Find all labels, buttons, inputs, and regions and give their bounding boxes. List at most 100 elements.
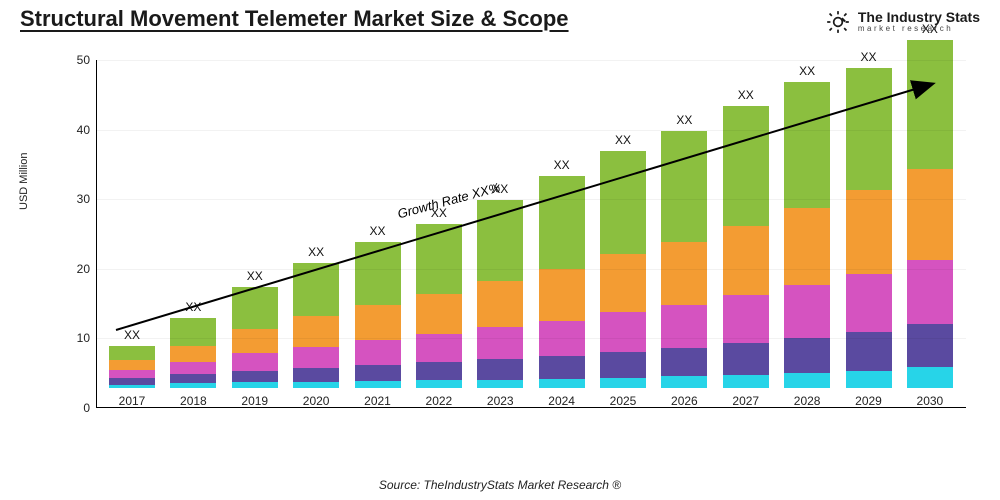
bar-segment bbox=[170, 362, 216, 375]
bar-column: XX2028 bbox=[777, 82, 837, 408]
bar-segment bbox=[170, 318, 216, 346]
bar-segment bbox=[109, 346, 155, 360]
bar-column: XX2019 bbox=[225, 287, 285, 408]
stacked-bar bbox=[477, 200, 523, 388]
bar-segment bbox=[109, 370, 155, 378]
x-tick: 2024 bbox=[548, 394, 575, 408]
bar-segment bbox=[232, 329, 278, 353]
stacked-bar bbox=[784, 82, 830, 388]
x-tick: 2029 bbox=[855, 394, 882, 408]
y-tick: 10 bbox=[62, 331, 90, 345]
stacked-bar bbox=[109, 346, 155, 388]
y-tick: 50 bbox=[62, 53, 90, 67]
bar-column: XX2017 bbox=[102, 346, 162, 408]
bar-segment bbox=[170, 374, 216, 383]
bar-segment bbox=[293, 316, 339, 347]
gridline bbox=[96, 130, 966, 131]
bar-segment bbox=[416, 294, 462, 334]
bar-segment bbox=[784, 338, 830, 373]
bars-container: XX2017XX2018XX2019XX2020XX2021XX2022XX20… bbox=[96, 60, 966, 408]
bar-segment bbox=[723, 295, 769, 343]
gear-icon bbox=[824, 8, 852, 36]
stacked-bar bbox=[539, 176, 585, 388]
x-tick: 2019 bbox=[241, 394, 268, 408]
gridline bbox=[96, 269, 966, 270]
x-tick: 2023 bbox=[487, 394, 514, 408]
bar-column: XX2022 bbox=[409, 224, 469, 408]
bar-segment bbox=[600, 151, 646, 254]
x-tick: 2028 bbox=[794, 394, 821, 408]
bar-column: XX2021 bbox=[348, 242, 408, 408]
bar-segment bbox=[416, 224, 462, 294]
bar-segment bbox=[661, 305, 707, 348]
bar-segment bbox=[539, 176, 585, 269]
bar-segment bbox=[600, 254, 646, 312]
bar-segment bbox=[784, 82, 830, 209]
bar-segment bbox=[355, 381, 401, 388]
bar-segment bbox=[784, 208, 830, 285]
bar-value-label: XX bbox=[355, 224, 401, 238]
bar-segment bbox=[293, 263, 339, 316]
bar-segment bbox=[600, 352, 646, 378]
bar-value-label: XX bbox=[232, 269, 278, 283]
bar-column: XX2025 bbox=[593, 151, 653, 408]
bar-segment bbox=[477, 327, 523, 359]
bar-segment bbox=[600, 378, 646, 388]
bar-value-label: XX bbox=[539, 158, 585, 172]
bar-column: XX2027 bbox=[716, 106, 776, 408]
stacked-bar bbox=[170, 318, 216, 388]
bar-value-label: XX bbox=[907, 22, 953, 36]
bar-segment bbox=[109, 385, 155, 388]
bar-segment bbox=[723, 375, 769, 388]
chart-plot-area: XX2017XX2018XX2019XX2020XX2021XX2022XX20… bbox=[96, 60, 966, 430]
y-tick: 40 bbox=[62, 123, 90, 137]
stacked-bar bbox=[907, 40, 953, 388]
bar-segment bbox=[293, 368, 339, 382]
brand-logo: The Industry Stats market research bbox=[824, 8, 980, 36]
bar-segment bbox=[907, 169, 953, 259]
stacked-bar bbox=[293, 263, 339, 388]
y-tick: 30 bbox=[62, 192, 90, 206]
x-tick: 2020 bbox=[303, 394, 330, 408]
gridline bbox=[96, 199, 966, 200]
stacked-bar bbox=[661, 131, 707, 388]
bar-segment bbox=[293, 382, 339, 388]
x-tick: 2017 bbox=[119, 394, 146, 408]
bar-segment bbox=[477, 281, 523, 327]
gridline bbox=[96, 60, 966, 61]
bar-segment bbox=[539, 379, 585, 388]
bar-segment bbox=[846, 190, 892, 274]
bar-segment bbox=[355, 340, 401, 365]
bar-value-label: XX bbox=[109, 328, 155, 342]
bar-segment bbox=[539, 356, 585, 379]
bar-segment bbox=[232, 382, 278, 388]
gridline bbox=[96, 338, 966, 339]
bar-segment bbox=[477, 359, 523, 380]
bar-segment bbox=[232, 353, 278, 370]
x-tick: 2018 bbox=[180, 394, 207, 408]
x-tick: 2021 bbox=[364, 394, 391, 408]
stacked-bar bbox=[723, 106, 769, 388]
bar-value-label: XX bbox=[846, 50, 892, 64]
bar-column: XX2029 bbox=[839, 68, 899, 408]
bar-segment bbox=[846, 371, 892, 388]
bar-segment bbox=[232, 371, 278, 383]
bar-segment bbox=[293, 347, 339, 368]
bar-segment bbox=[907, 324, 953, 367]
bar-value-label: XX bbox=[784, 64, 830, 78]
bar-segment bbox=[784, 285, 830, 338]
bar-segment bbox=[661, 131, 707, 242]
bar-column: XX2030 bbox=[900, 40, 960, 408]
x-tick: 2030 bbox=[917, 394, 944, 408]
bar-column: XX2018 bbox=[163, 318, 223, 408]
x-tick: 2025 bbox=[610, 394, 637, 408]
bar-value-label: XX bbox=[600, 133, 646, 147]
bar-segment bbox=[661, 348, 707, 377]
bar-value-label: XX bbox=[661, 113, 707, 127]
bar-segment bbox=[600, 312, 646, 352]
bar-value-label: XX bbox=[723, 88, 769, 102]
bar-segment bbox=[416, 362, 462, 380]
bar-value-label: XX bbox=[293, 245, 339, 259]
bar-column: XX2024 bbox=[532, 176, 592, 408]
chart-title: Structural Movement Telemeter Market Siz… bbox=[20, 6, 569, 32]
